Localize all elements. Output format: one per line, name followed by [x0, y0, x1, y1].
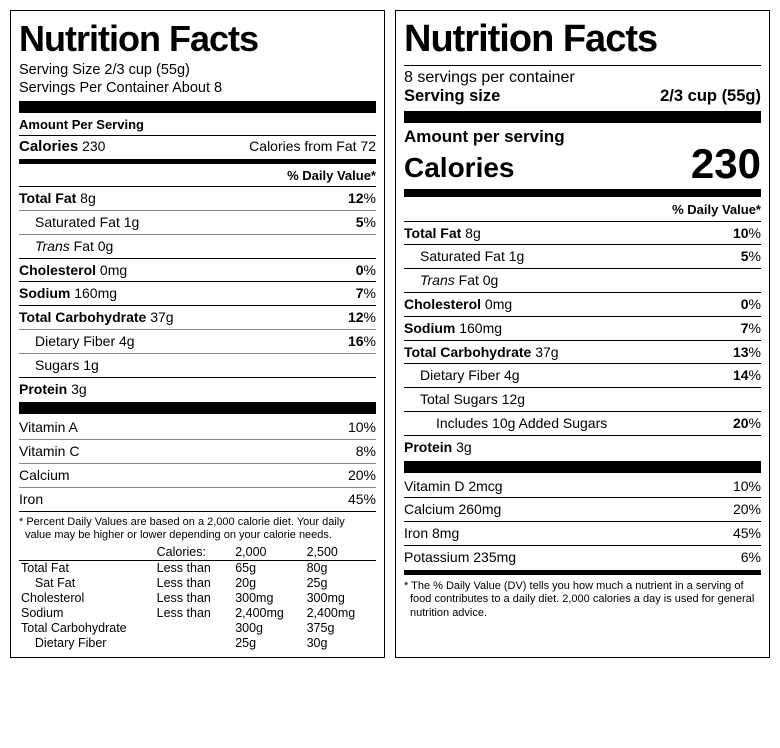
divider: [19, 305, 376, 306]
divider: [19, 377, 376, 378]
servings-per-container: Servings Per Container About 8: [19, 80, 376, 97]
title: Nutrition Facts: [404, 17, 761, 63]
divider: [404, 521, 761, 522]
divider: [404, 411, 761, 412]
nutrition-label-old: Nutrition Facts Serving Size 2/3 cup (55…: [10, 10, 385, 658]
nutrient-row: Total Carbohydrate 37g12%: [19, 308, 376, 327]
divider: [19, 281, 376, 282]
bar: [404, 189, 761, 197]
divider: [404, 340, 761, 341]
vitamin-row: Iron45%: [19, 490, 376, 509]
nutrient-row: Dietary Fiber 4g16%: [19, 332, 376, 351]
divider: [404, 268, 761, 269]
footnote: * Percent Daily Values are based on a 2,…: [19, 514, 376, 544]
nutrient-row: Total Fat 8g10%: [404, 224, 761, 243]
nutrient-row: Sodium 160mg7%: [19, 284, 376, 303]
divider: [404, 292, 761, 293]
vitamin-row: Calcium20%: [19, 466, 376, 485]
calories-row: Calories 230 Calories from Fat 72: [19, 138, 376, 156]
vitamin-row: Potassium 235mg6%: [404, 548, 761, 567]
bar: [404, 111, 761, 123]
daily-value-header: % Daily Value*: [19, 167, 376, 185]
nutrient-row: Includes 10g Added Sugars20%: [404, 414, 761, 433]
nutrient-row: Total Carbohydrate 37g13%: [404, 343, 761, 362]
divider: [19, 186, 376, 187]
divider: [19, 234, 376, 235]
divider: [19, 439, 376, 440]
nutrient-row: Protein 3g: [19, 380, 376, 399]
divider: [404, 497, 761, 498]
nutrient-row: Cholesterol 0mg0%: [404, 295, 761, 314]
divider: [19, 210, 376, 211]
divider: [19, 353, 376, 354]
divider: [404, 545, 761, 546]
divider: [404, 244, 761, 245]
vitamin-row: Calcium 260mg20%: [404, 500, 761, 519]
nutrition-label-new: Nutrition Facts 8 servings per container…: [395, 10, 770, 658]
nutrient-row: Sodium 160mg7%: [404, 319, 761, 338]
vitamin-row: Vitamin A10%: [19, 418, 376, 437]
calories-row: Calories 230: [404, 143, 761, 185]
nutrient-row: Dietary Fiber 4g14%: [404, 366, 761, 385]
nutrients-list: Total Fat 8g12% Saturated Fat 1g5% Trans F…: [19, 186, 376, 398]
serving-size: Serving Size 2/3 cup (55g): [19, 62, 376, 79]
divider: [404, 363, 761, 364]
divider: [404, 435, 761, 436]
vitamin-row: Vitamin D 2mcg10%: [404, 477, 761, 496]
divider: [404, 221, 761, 222]
nutrient-row: Cholesterol 0mg0%: [19, 261, 376, 280]
divider: [404, 387, 761, 388]
title: Nutrition Facts: [19, 17, 376, 60]
nutrient-row: Protein 3g: [404, 438, 761, 457]
bar: [19, 511, 376, 512]
bar: [404, 65, 761, 66]
divider: [19, 329, 376, 330]
nutrient-row: Total Fat 8g12%: [19, 189, 376, 208]
daily-value-header: % Daily Value*: [404, 201, 761, 219]
bar: [19, 101, 376, 113]
bar: [19, 159, 376, 164]
amount-per-serving: Amount Per Serving: [19, 117, 376, 133]
nutrient-row: Trans Fat 0g: [19, 237, 376, 256]
bar: [404, 570, 761, 575]
nutrient-row: Saturated Fat 1g5%: [19, 213, 376, 232]
nutrient-row: Total Sugars 12g: [404, 390, 761, 409]
divider: [19, 463, 376, 464]
reference-table: Calories:2,0002,500 Total FatLess than65…: [19, 545, 376, 651]
bar: [19, 135, 376, 136]
nutrient-row: Saturated Fat 1g5%: [404, 247, 761, 266]
vitamin-row: Iron 8mg45%: [404, 524, 761, 543]
divider: [404, 316, 761, 317]
nutrients-list: Total Fat 8g10% Saturated Fat 1g5% Trans F…: [404, 221, 761, 457]
vitamins-list: Vitamin A10% Vitamin C8% Calcium20% Iron45%: [19, 418, 376, 508]
vitamins-list: Vitamin D 2mcg10% Calcium 260mg20% Iron 8m…: [404, 477, 761, 567]
footnote: * The % Daily Value (DV) tells you how m…: [404, 578, 761, 621]
divider: [19, 258, 376, 259]
servings-per-container: 8 servings per container: [404, 68, 761, 87]
bar: [404, 461, 761, 473]
serving-size-row: Serving size 2/3 cup (55g): [404, 87, 761, 107]
nutrient-row: Sugars 1g: [19, 356, 376, 375]
divider: [19, 487, 376, 488]
bar: [19, 402, 376, 414]
vitamin-row: Vitamin C8%: [19, 442, 376, 461]
nutrient-row: Trans Fat 0g: [404, 271, 761, 290]
